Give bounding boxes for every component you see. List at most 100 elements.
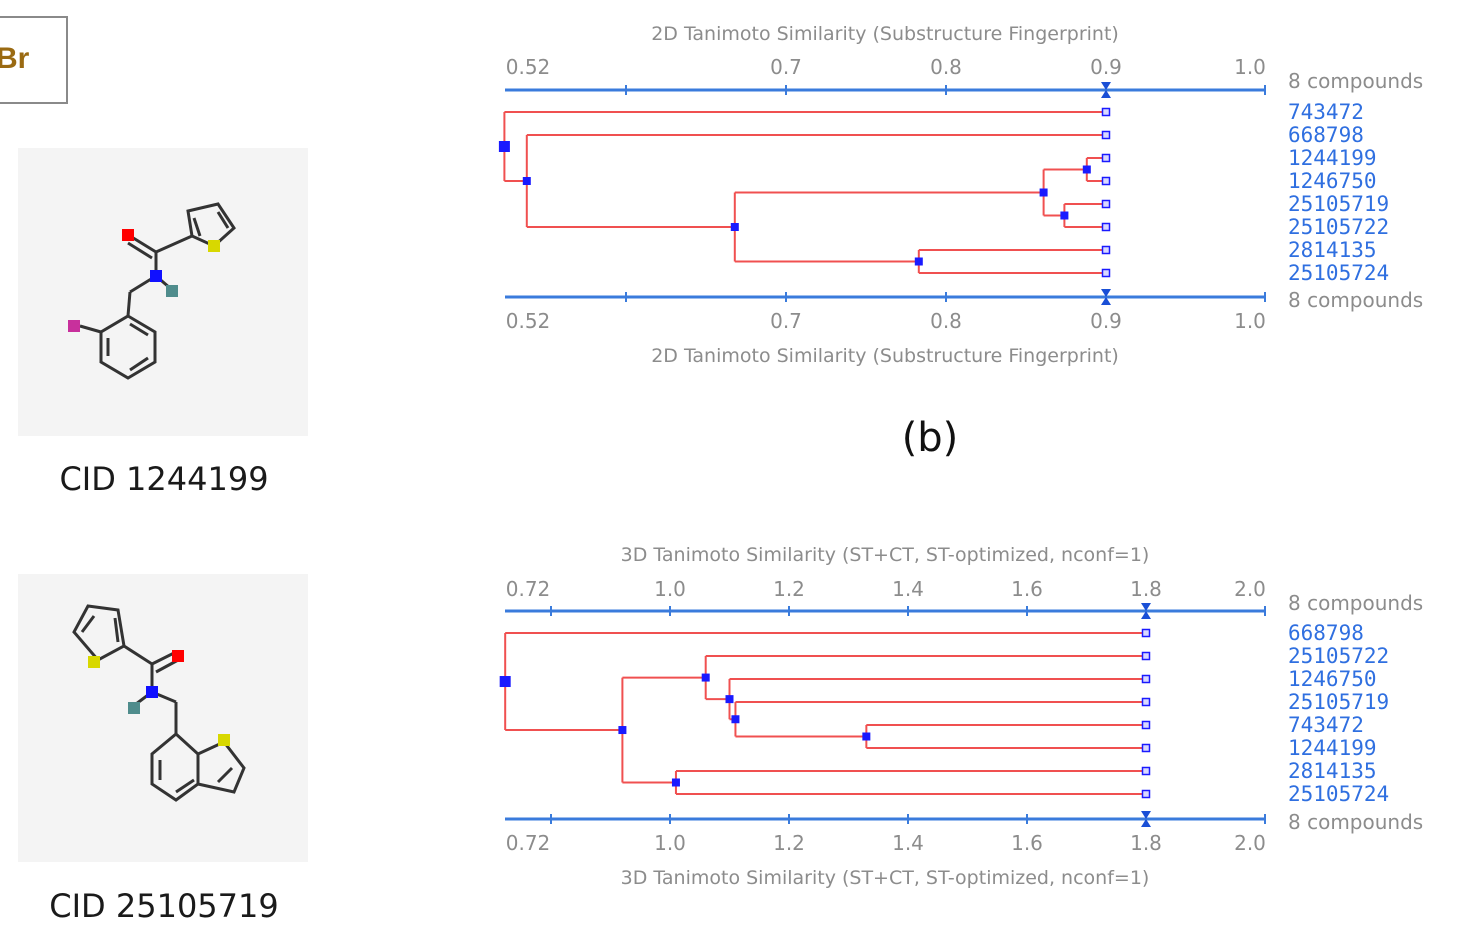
leaf-node <box>1141 628 1151 638</box>
leaf-node <box>1141 743 1151 753</box>
axis-title-bottom: 2D Tanimoto Similarity (Substructure Fin… <box>651 345 1119 367</box>
axis-title-top: 2D Tanimoto Similarity (Substructure Fin… <box>651 23 1119 45</box>
hydrogen-atom <box>128 702 140 714</box>
sulfur-atom <box>88 656 100 668</box>
leaf-node <box>1141 697 1151 707</box>
leaf-label: 25105724 <box>1288 782 1389 806</box>
leaf-node <box>1101 153 1111 163</box>
sulfur-atom <box>208 240 220 252</box>
merge-node <box>731 715 740 724</box>
merge-node <box>914 257 923 266</box>
leaf-node <box>1101 245 1111 255</box>
oxygen-atom <box>122 229 134 241</box>
cutoff-marker-icon <box>1101 82 1111 98</box>
merge-node <box>1082 165 1091 174</box>
nitrogen-atom <box>146 686 158 698</box>
tick-label-bottom: 1.2 <box>773 831 805 855</box>
tick-label-top: 1.6 <box>1011 577 1043 601</box>
leaf-node <box>1141 674 1151 684</box>
tick-label-bottom: 0.9 <box>1090 309 1122 333</box>
dendrogram-2d: 2D Tanimoto Similarity (Substructure Fin… <box>498 23 1423 367</box>
panel-letter: (b) <box>901 415 959 461</box>
leaf-node <box>1141 789 1151 799</box>
molecule-image-1244199 <box>18 148 308 436</box>
leaf-label: 1244199 <box>1288 736 1377 760</box>
leaf-node <box>1101 199 1111 209</box>
panel-label-box: Br <box>0 16 68 104</box>
leaf-label: 2814135 <box>1288 759 1377 783</box>
leaf-node <box>1101 130 1111 140</box>
merge-node <box>618 726 627 735</box>
molecule-caption-1: CID 1244199 <box>59 460 269 498</box>
tick-label-bottom: 0.72 <box>506 831 551 855</box>
leaf-label: 25105722 <box>1288 215 1389 239</box>
leaf-label: 668798 <box>1288 123 1364 147</box>
cutoff-marker-icon <box>1141 603 1151 619</box>
leaf-label: 1246750 <box>1288 169 1377 193</box>
leaf-label: 25105719 <box>1288 192 1389 216</box>
tick-label-bottom: 0.52 <box>506 309 551 333</box>
leaf-label: 743472 <box>1288 100 1364 124</box>
leaf-label: 25105722 <box>1288 644 1389 668</box>
leaf-label: 668798 <box>1288 621 1364 645</box>
leaf-node <box>1101 268 1111 278</box>
cutoff-marker-icon <box>1141 811 1151 827</box>
cutoff-marker-icon <box>1101 289 1111 305</box>
tick-label-top: 0.8 <box>930 55 962 79</box>
tick-label-bottom: 1.0 <box>1234 309 1266 333</box>
compound-count-top: 8 compounds <box>1288 69 1423 93</box>
leaf-label: 743472 <box>1288 713 1364 737</box>
leaf-label: 25105724 <box>1288 261 1389 285</box>
merge-node <box>671 778 680 787</box>
merge-node <box>730 223 739 231</box>
merge-node <box>499 676 511 688</box>
tick-label-top: 0.9 <box>1090 55 1122 79</box>
leaf-node <box>1101 222 1111 232</box>
molecule-caption-2: CID 25105719 <box>49 887 279 925</box>
halogen-atom <box>68 320 80 332</box>
tick-label-top: 0.52 <box>506 55 551 79</box>
leaf-label: 1246750 <box>1288 667 1377 691</box>
merge-node <box>1039 188 1048 197</box>
tick-label-top: 1.8 <box>1130 577 1162 601</box>
merge-node <box>522 177 531 185</box>
leaf-label: 1244199 <box>1288 146 1377 170</box>
leaf-label: 25105719 <box>1288 690 1389 714</box>
tick-label-top: 1.2 <box>773 577 805 601</box>
tick-label-bottom: 1.6 <box>1011 831 1043 855</box>
merge-node <box>725 695 734 704</box>
leaf-node <box>1141 766 1151 776</box>
tick-label-bottom: 2.0 <box>1234 831 1266 855</box>
merge-node <box>862 732 871 741</box>
tick-label-top: 1.0 <box>1234 55 1266 79</box>
merge-node <box>1060 211 1069 220</box>
compound-count-bottom: 8 compounds <box>1288 810 1423 834</box>
sulfur-atom <box>218 734 230 746</box>
merge-node <box>498 141 510 152</box>
tick-label-bottom: 1.4 <box>892 831 924 855</box>
tick-label-top: 0.7 <box>770 55 802 79</box>
hydrogen-atom <box>166 285 178 297</box>
tick-label-bottom: 0.7 <box>770 309 802 333</box>
leaf-node <box>1141 720 1151 730</box>
axis-title-bottom: 3D Tanimoto Similarity (ST+CT, ST-optimi… <box>621 867 1150 889</box>
tick-label-top: 1.4 <box>892 577 924 601</box>
nitrogen-atom <box>150 270 162 282</box>
tick-label-bottom: 0.8 <box>930 309 962 333</box>
leaf-node <box>1101 107 1111 117</box>
oxygen-atom <box>172 650 184 662</box>
structure-drawing <box>72 604 246 802</box>
molecule-image-25105719 <box>18 574 308 862</box>
tick-label-top: 2.0 <box>1234 577 1266 601</box>
tick-label-bottom: 1.0 <box>654 831 686 855</box>
tick-label-top: 0.72 <box>506 577 551 601</box>
panel-label-text: Br <box>0 42 30 75</box>
tick-label-top: 1.0 <box>654 577 686 601</box>
compound-count-bottom: 8 compounds <box>1288 288 1423 312</box>
leaf-node <box>1141 651 1151 661</box>
structure-drawing <box>68 202 236 380</box>
tick-label-bottom: 1.8 <box>1130 831 1162 855</box>
leaf-node <box>1101 176 1111 186</box>
compound-count-top: 8 compounds <box>1288 591 1423 615</box>
